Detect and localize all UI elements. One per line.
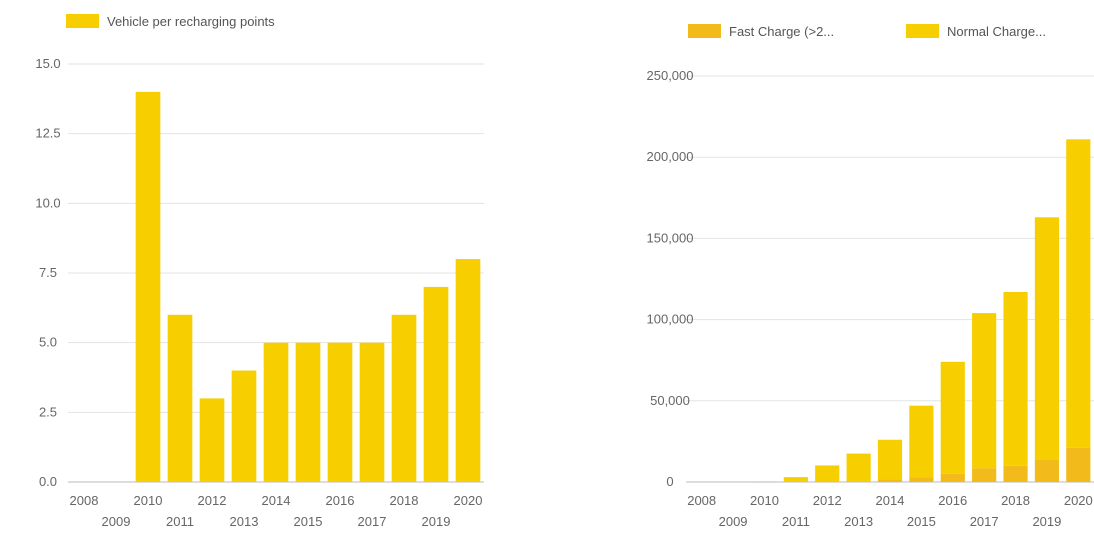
x-tick-label: 2015 <box>294 514 323 529</box>
y-tick-label: 0.0 <box>39 474 57 489</box>
bar <box>940 473 965 482</box>
legend-label: Normal Charge... <box>947 24 1046 39</box>
x-tick-label: 2014 <box>262 493 291 508</box>
x-tick-label: 2009 <box>102 514 131 529</box>
x-tick-label: 2011 <box>166 514 194 529</box>
x-tick-label: 2008 <box>70 493 99 508</box>
y-tick-label: 7.5 <box>39 265 57 280</box>
x-tick-label: 2017 <box>358 514 387 529</box>
y-tick-label: 10.0 <box>35 195 60 210</box>
y-tick-label: 15.0 <box>35 56 60 71</box>
legend-label: Vehicle per recharging points <box>107 14 275 29</box>
x-tick-label: 2014 <box>876 493 905 508</box>
x-tick-label: 2018 <box>390 493 419 508</box>
bar <box>1003 291 1028 466</box>
y-tick-label: 12.5 <box>35 126 60 141</box>
bar <box>231 370 257 482</box>
bar <box>1066 447 1091 482</box>
y-tick-label: 200,000 <box>647 149 694 164</box>
x-tick-label: 2011 <box>782 514 810 529</box>
x-tick-label: 2016 <box>938 493 967 508</box>
x-tick-label: 2010 <box>134 493 163 508</box>
bar <box>1034 217 1060 460</box>
bar <box>972 313 997 469</box>
y-tick-label: 250,000 <box>647 68 694 83</box>
x-tick-label: 2020 <box>1064 493 1093 508</box>
x-tick-label: 2013 <box>230 514 259 529</box>
bar <box>877 439 903 480</box>
bar <box>199 398 225 482</box>
bar <box>815 481 840 483</box>
x-tick-label: 2008 <box>687 493 716 508</box>
x-tick-label: 2012 <box>198 493 227 508</box>
bar <box>423 286 449 482</box>
x-tick-label: 2019 <box>422 514 451 529</box>
bar <box>263 342 289 482</box>
y-tick-label: 0 <box>666 474 673 489</box>
legend-swatch <box>688 24 721 38</box>
bar <box>167 314 193 482</box>
legend-label: Fast Charge (>2... <box>729 24 834 39</box>
bar <box>1034 459 1060 482</box>
bar <box>909 405 934 478</box>
bar <box>846 481 871 482</box>
bar <box>1066 139 1091 448</box>
x-tick-label: 2010 <box>750 493 779 508</box>
bar <box>972 468 997 482</box>
bar <box>359 342 385 482</box>
bar <box>1003 465 1028 482</box>
x-tick-label: 2018 <box>1001 493 1030 508</box>
bar <box>940 361 965 474</box>
y-tick-label: 100,000 <box>647 312 694 327</box>
bar <box>846 453 871 482</box>
y-tick-label: 5.0 <box>39 335 57 350</box>
x-tick-label: 2019 <box>1032 514 1061 529</box>
legend-swatch <box>906 24 939 38</box>
x-tick-label: 2016 <box>326 493 355 508</box>
bar <box>877 479 903 482</box>
x-tick-label: 2015 <box>907 514 936 529</box>
bar <box>327 342 353 482</box>
bar <box>295 342 321 482</box>
x-tick-label: 2017 <box>970 514 999 529</box>
x-tick-label: 2020 <box>454 493 483 508</box>
right-stacked-bar-chart: 050,000100,000150,000200,000250,00020082… <box>647 24 1094 529</box>
bar <box>135 91 161 482</box>
bar <box>455 259 481 482</box>
x-tick-label: 2012 <box>813 493 842 508</box>
x-tick-label: 2013 <box>844 514 873 529</box>
bar <box>909 477 934 482</box>
x-tick-label: 2009 <box>719 514 748 529</box>
y-tick-label: 2.5 <box>39 404 57 419</box>
y-tick-label: 150,000 <box>647 230 694 245</box>
legend-swatch <box>66 14 99 28</box>
y-tick-label: 50,000 <box>650 393 690 408</box>
bar <box>391 314 417 482</box>
left-bar-chart: 0.0 2.5 5.0 7.5 10.0 12.5 15.0 2008200920102011… <box>35 14 484 529</box>
bar <box>752 481 777 482</box>
bar <box>815 465 840 482</box>
bar <box>783 477 808 482</box>
